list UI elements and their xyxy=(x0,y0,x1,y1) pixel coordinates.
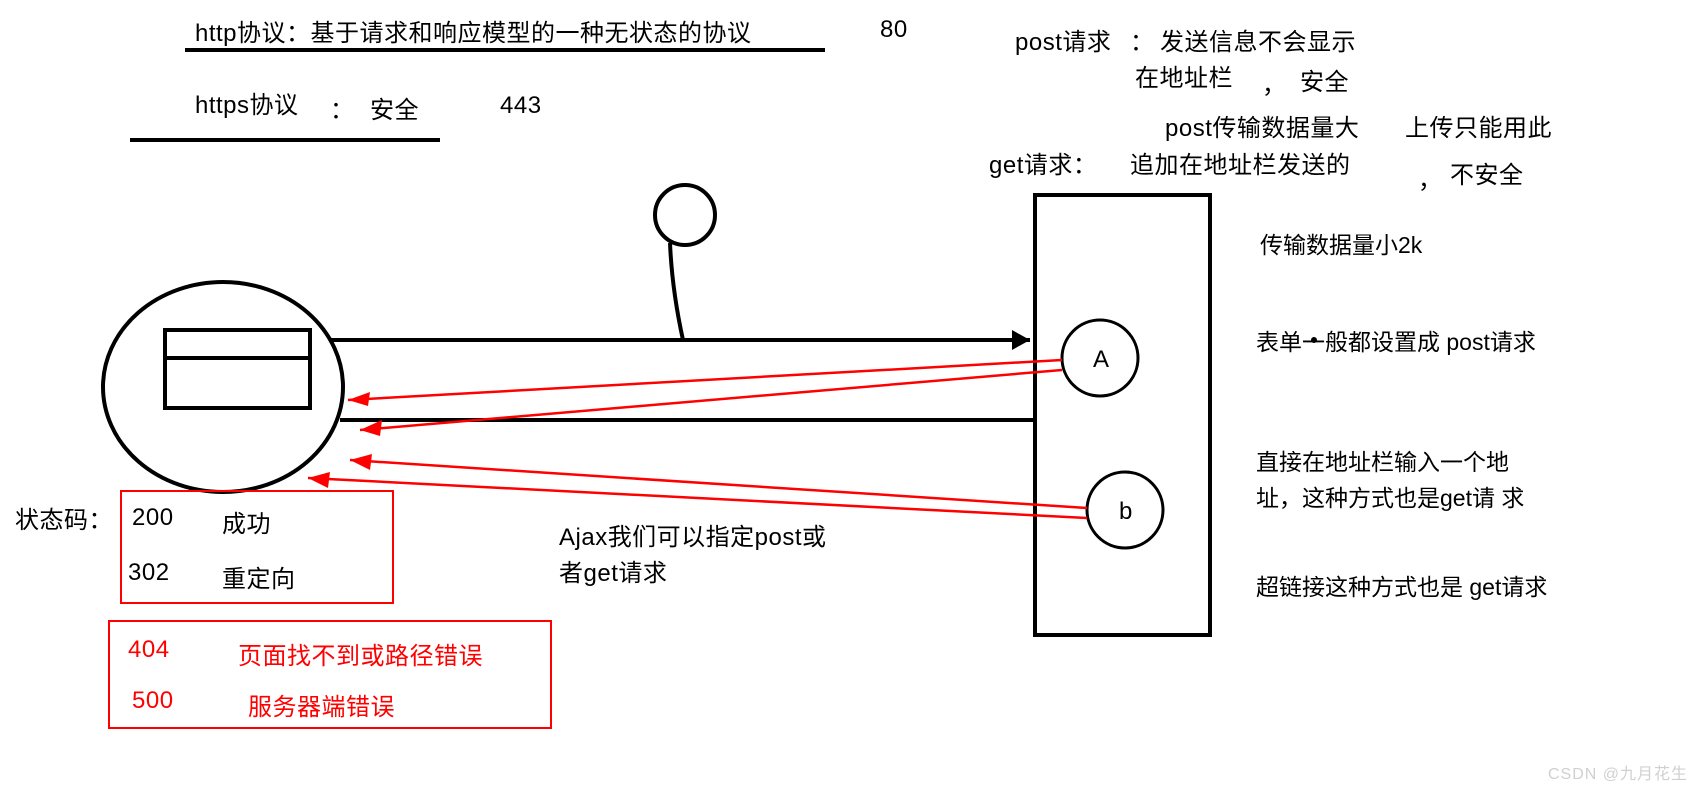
https-desc: 安全 xyxy=(370,90,419,125)
get-comma: ， xyxy=(1418,160,1443,195)
get-label: get请求： xyxy=(989,145,1097,180)
http-protocol-text: http协议：基于请求和响应模型的一种无状态的协议 xyxy=(195,13,752,48)
status-box-2: 404 页面找不到或路径错误 500 服务器端错误 xyxy=(108,620,552,729)
status-404-code: 404 xyxy=(128,636,170,664)
post-label: post请求 xyxy=(1015,22,1111,57)
post-upload-text: 上传只能用此 xyxy=(1405,108,1552,143)
status-200-code: 200 xyxy=(132,504,174,532)
status-302-desc: 重定向 xyxy=(222,559,296,594)
url-note: 直接在地址栏输入一个地 址，这种方式也是get请 求 xyxy=(1256,445,1556,516)
post-desc1: 发送信息不会显示 xyxy=(1160,22,1356,57)
post-desc2: 在地址栏 xyxy=(1135,58,1233,93)
watermark: CSDN @九月花生 xyxy=(1548,760,1688,784)
post-data-text: post传输数据量大 xyxy=(1165,108,1359,143)
get-desc1: 追加在地址栏发送的 xyxy=(1130,145,1351,180)
status-box-1: 200 成功 302 重定向 xyxy=(120,490,394,604)
http-port: 80 xyxy=(880,16,908,44)
status-302-code: 302 xyxy=(128,559,170,587)
node-a-label: A xyxy=(1093,346,1110,374)
ajax-note: Ajax我们可以指定post或 者get请求 xyxy=(559,520,827,592)
status-label: 状态码： xyxy=(15,500,113,535)
post-comma: ， xyxy=(1262,65,1287,100)
https-port: 443 xyxy=(500,92,542,120)
post-colon: ： xyxy=(1130,22,1155,57)
status-200-desc: 成功 xyxy=(222,504,271,539)
get-data-text: 传输数据量小2k xyxy=(1260,228,1422,263)
node-b-label: b xyxy=(1119,498,1133,526)
status-404-desc: 页面找不到或路径错误 xyxy=(238,636,483,671)
status-500-desc: 服务器端错误 xyxy=(248,687,395,722)
post-desc3: 安全 xyxy=(1300,62,1349,97)
status-500-code: 500 xyxy=(132,687,174,715)
link-note: 超链接这种方式也是 get请求 xyxy=(1256,570,1547,606)
form-note: 表单一般都设置成 post请求 xyxy=(1256,325,1536,361)
https-colon: ： xyxy=(330,90,355,125)
get-desc2: 不安全 xyxy=(1450,155,1524,190)
https-protocol-label: https协议 xyxy=(195,85,299,120)
